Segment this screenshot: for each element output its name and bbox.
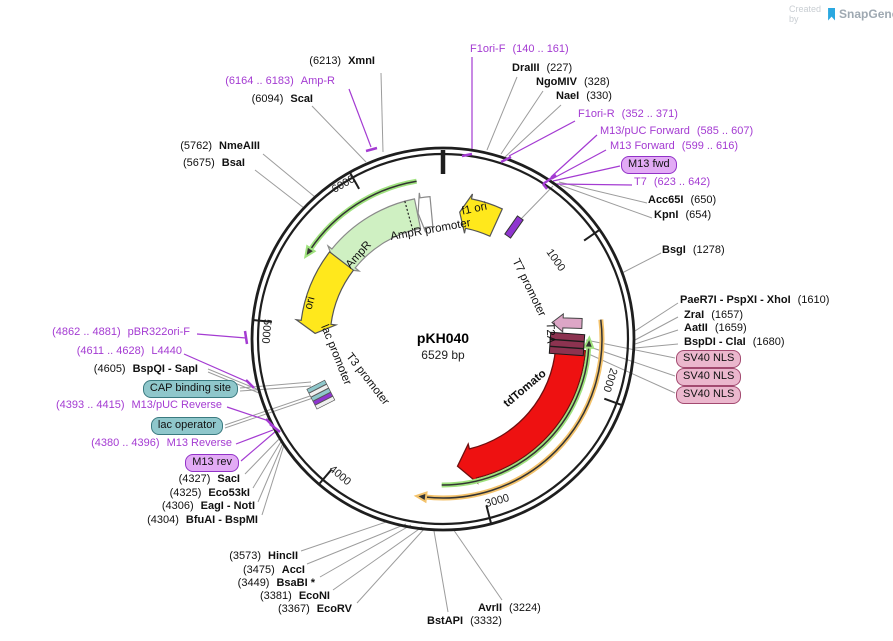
plasmid-size: 6529 bp [421, 348, 465, 362]
orf-arc-ampr[interactable] [303, 178, 418, 260]
feature-box-sv40-nls-2[interactable]: SV40 NLS [676, 368, 742, 386]
site-label-xmnI[interactable]: (6213) XmnI [309, 55, 375, 67]
tick-label-4000: 4000 [327, 463, 353, 488]
leader-lines [207, 72, 679, 613]
feature-label-f1-ori[interactable]: f1 ori [461, 201, 489, 218]
feature-cluster-lac-t3[interactable] [306, 379, 336, 410]
primer-label-m13-puc-reverse[interactable]: (4393 .. 4415) M13/pUC Reverse [56, 399, 222, 411]
plasmid-title: pKH040 6529 bp [343, 330, 543, 362]
feature-tdtomato-arrow[interactable] [456, 347, 587, 485]
feature-t2a-arrow[interactable] [551, 312, 583, 333]
scale-ticks [251, 150, 624, 526]
site-label-ecoNI[interactable]: (3381) EcoNI [260, 590, 330, 602]
tick-label-3000: 3000 [484, 492, 511, 510]
site-label-bfuAI[interactable]: (4304) BfuAI - BspMI [147, 514, 258, 526]
site-label-bsgI[interactable]: BsgI (1278) [662, 244, 725, 256]
site-label-bsaI[interactable]: (5675) BsaI [182, 157, 245, 169]
primer-label-pbr322ori-f[interactable]: (4862 .. 4881) pBR322ori-F [52, 326, 190, 338]
feature-label-ori[interactable]: ori [303, 295, 318, 310]
watermark-created-by: Created by [789, 4, 822, 24]
tick-label-6000: 6000 [330, 173, 357, 196]
feature-label-t7-promoter[interactable]: T7 promoter [510, 257, 548, 319]
site-label-eagI[interactable]: (4306) EagI - NotI [161, 500, 255, 512]
site-label-paeR7I[interactable]: PaeR7I - PspXI - XhoI (1610) [680, 294, 830, 306]
site-label-acc65I[interactable]: Acc65I (650) [648, 194, 717, 206]
tick-label-2000: 2000 [600, 366, 619, 393]
primer-label-m13-puc-forward[interactable]: M13/pUC Forward (585 .. 607) [600, 125, 754, 137]
snapgene-logo-icon [828, 7, 836, 21]
feature-box-m13-rev[interactable]: M13 rev [185, 454, 239, 472]
site-label-draIII[interactable]: DraIII (227) [512, 62, 573, 74]
feature-ori-arrow[interactable] [294, 251, 355, 335]
feature-box-sv40-nls-1[interactable]: SV40 NLS [676, 350, 742, 368]
site-label-kpnI[interactable]: KpnI (654) [654, 209, 712, 221]
plasmid-name: pKH040 [416, 330, 470, 346]
primer-label-amp-r[interactable]: (6164 .. 6183) Amp-R [225, 75, 335, 87]
feature-t7-promoter-box[interactable] [504, 215, 524, 239]
site-label-bsaBI[interactable]: (3449) BsaBI * [237, 577, 315, 589]
site-label-nmeAIII[interactable]: (5762) NmeAIII [180, 140, 260, 152]
feature-label-t2a[interactable]: T2A [544, 322, 557, 344]
orf-arc-green[interactable] [441, 335, 595, 488]
site-label-aatII[interactable]: AatII (1659) [684, 322, 747, 334]
watermark: Created by SnapGene [789, 4, 893, 24]
site-label-hincII[interactable]: (3573) HincII [229, 550, 298, 562]
site-label-naeI[interactable]: NaeI (330) [556, 90, 612, 102]
primer-label-m13-forward[interactable]: M13 Forward (599 .. 616) [610, 140, 739, 152]
tick-label-1000: 1000 [544, 247, 568, 274]
primer-label-f1ori-f[interactable]: F1ori-F (140 .. 161) [470, 43, 569, 55]
site-label-zraI[interactable]: ZraI (1657) [684, 309, 743, 321]
site-label-accI[interactable]: (3475) AccI [242, 564, 305, 576]
feature-box-sv40-nls-3[interactable]: SV40 NLS [676, 386, 742, 404]
site-label-ecoRV[interactable]: (3367) EcoRV [277, 603, 352, 615]
site-label-scaI[interactable]: (6094) ScaI [251, 93, 313, 105]
site-label-avrII[interactable]: AvrII (3224) [478, 602, 541, 614]
feature-sv40-nls-block[interactable] [548, 331, 586, 357]
site-label-bspQI[interactable]: (4605) BspQI - SapI [93, 363, 198, 375]
ampr-signal-boundary [404, 201, 414, 231]
watermark-brand: SnapGene [839, 7, 893, 21]
primer-label-t7[interactable]: T7 (623 .. 642) [634, 176, 711, 188]
plasmid-ring-outer [250, 146, 636, 532]
site-label-ngoMIV[interactable]: NgoMIV (328) [536, 76, 610, 88]
primer-label-m13-reverse[interactable]: (4380 .. 4396) M13 Reverse [91, 437, 232, 449]
site-label-bspDI[interactable]: BspDI - ClaI (1680) [684, 336, 785, 348]
primer-label-f1ori-r[interactable]: F1ori-R (352 .. 371) [578, 108, 678, 120]
feature-box-lac-operator[interactable]: lac operator [150, 417, 223, 435]
feature-f1-ori-arrow[interactable] [459, 193, 504, 237]
annotation-arc-orange[interactable] [413, 319, 605, 504]
primer-label-l4440[interactable]: (4611 .. 4628) L4440 [76, 345, 182, 357]
site-label-eco53kI[interactable]: (4325) Eco53kI [169, 487, 250, 499]
feature-box-cap-binding-site[interactable]: CAP binding site [142, 380, 238, 398]
feature-ampr-promoter-arrow[interactable] [417, 192, 434, 233]
primer-leader-lines [183, 57, 633, 462]
feature-box-m13-fwd[interactable]: M13 fwd [621, 156, 677, 174]
primer-site-marks [243, 146, 557, 433]
tick-label-5000: 5000 [259, 319, 273, 344]
site-label-sacI[interactable]: (4327) SacI [178, 473, 240, 485]
site-label-bstAPI[interactable]: BstAPI (3332) [427, 615, 502, 627]
